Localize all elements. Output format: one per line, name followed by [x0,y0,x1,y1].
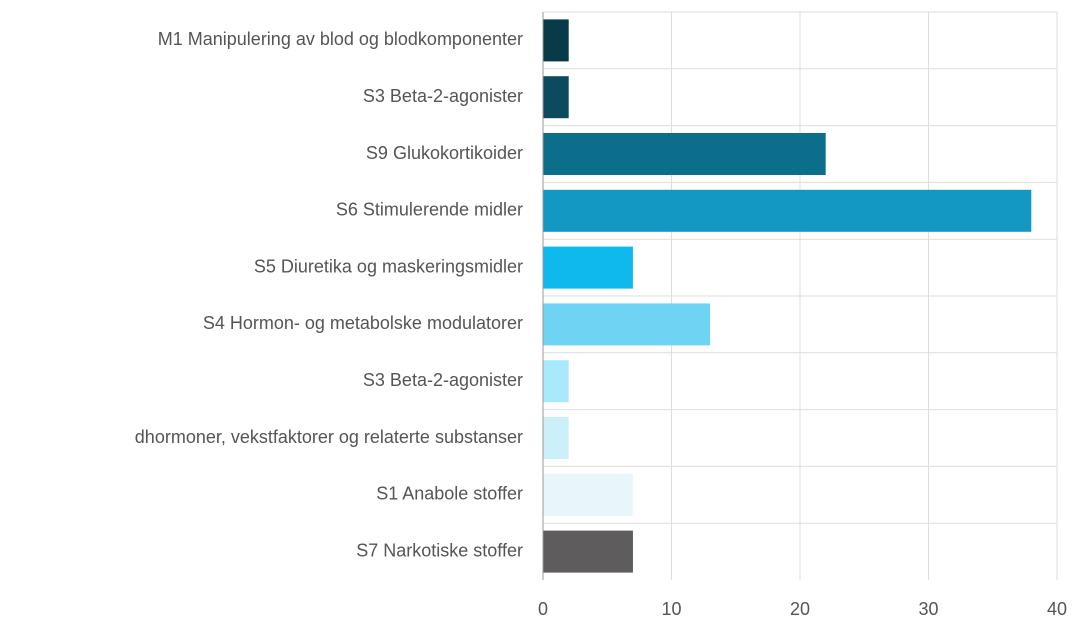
bar [543,133,826,175]
bar [543,473,633,516]
bar [543,303,711,346]
bar [543,530,633,573]
y-tick-label: S6 Stimulerende midler [336,200,523,220]
bar [543,246,633,289]
y-tick-label: dhormoner, vekstfaktorer og relaterte su… [135,427,523,447]
y-tick-label: S3 Beta-2-agonister [363,86,523,106]
y-tick-label: S1 Anabole stoffer [376,484,523,504]
y-tick-label: S4 Hormon- og metabolske modulatorer [203,313,523,333]
x-tick-label: 40 [1047,599,1067,619]
y-tick-label: S3 Beta-2-agonister [363,370,523,390]
bar [543,417,569,459]
y-tick-label: S5 Diuretika og maskeringsmidler [254,256,523,276]
x-tick-label: 0 [538,599,548,619]
y-tick-label: S9 Glukokortikoider [366,143,523,163]
x-tick-label: 20 [790,599,810,619]
y-tick-label: S7 Narkotiske stoffer [356,540,523,560]
bar [543,19,569,62]
bar [543,189,1032,232]
y-tick-label: M1 Manipulering av blod og blodkomponent… [158,29,523,49]
bar [543,360,569,403]
x-tick-label: 10 [661,599,681,619]
x-tick-label: 30 [918,599,938,619]
bar [543,76,569,119]
